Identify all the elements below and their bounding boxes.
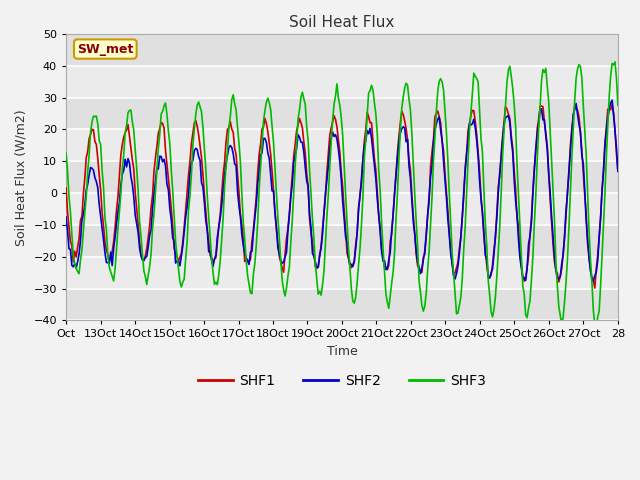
Bar	[66, 193, 618, 225]
Legend: SHF1, SHF2, SHF3: SHF1, SHF2, SHF3	[192, 369, 492, 394]
Bar	[66, 257, 618, 288]
Y-axis label: Soil Heat Flux (W/m2): Soil Heat Flux (W/m2)	[15, 109, 28, 245]
Bar	[66, 225, 618, 257]
Text: SW_met: SW_met	[77, 43, 134, 56]
Bar	[66, 97, 618, 130]
Bar	[66, 130, 618, 161]
Bar	[66, 34, 618, 66]
Bar	[66, 66, 618, 97]
X-axis label: Time: Time	[326, 345, 357, 358]
Title: Soil Heat Flux: Soil Heat Flux	[289, 15, 395, 30]
Bar	[66, 288, 618, 321]
Bar	[66, 161, 618, 193]
